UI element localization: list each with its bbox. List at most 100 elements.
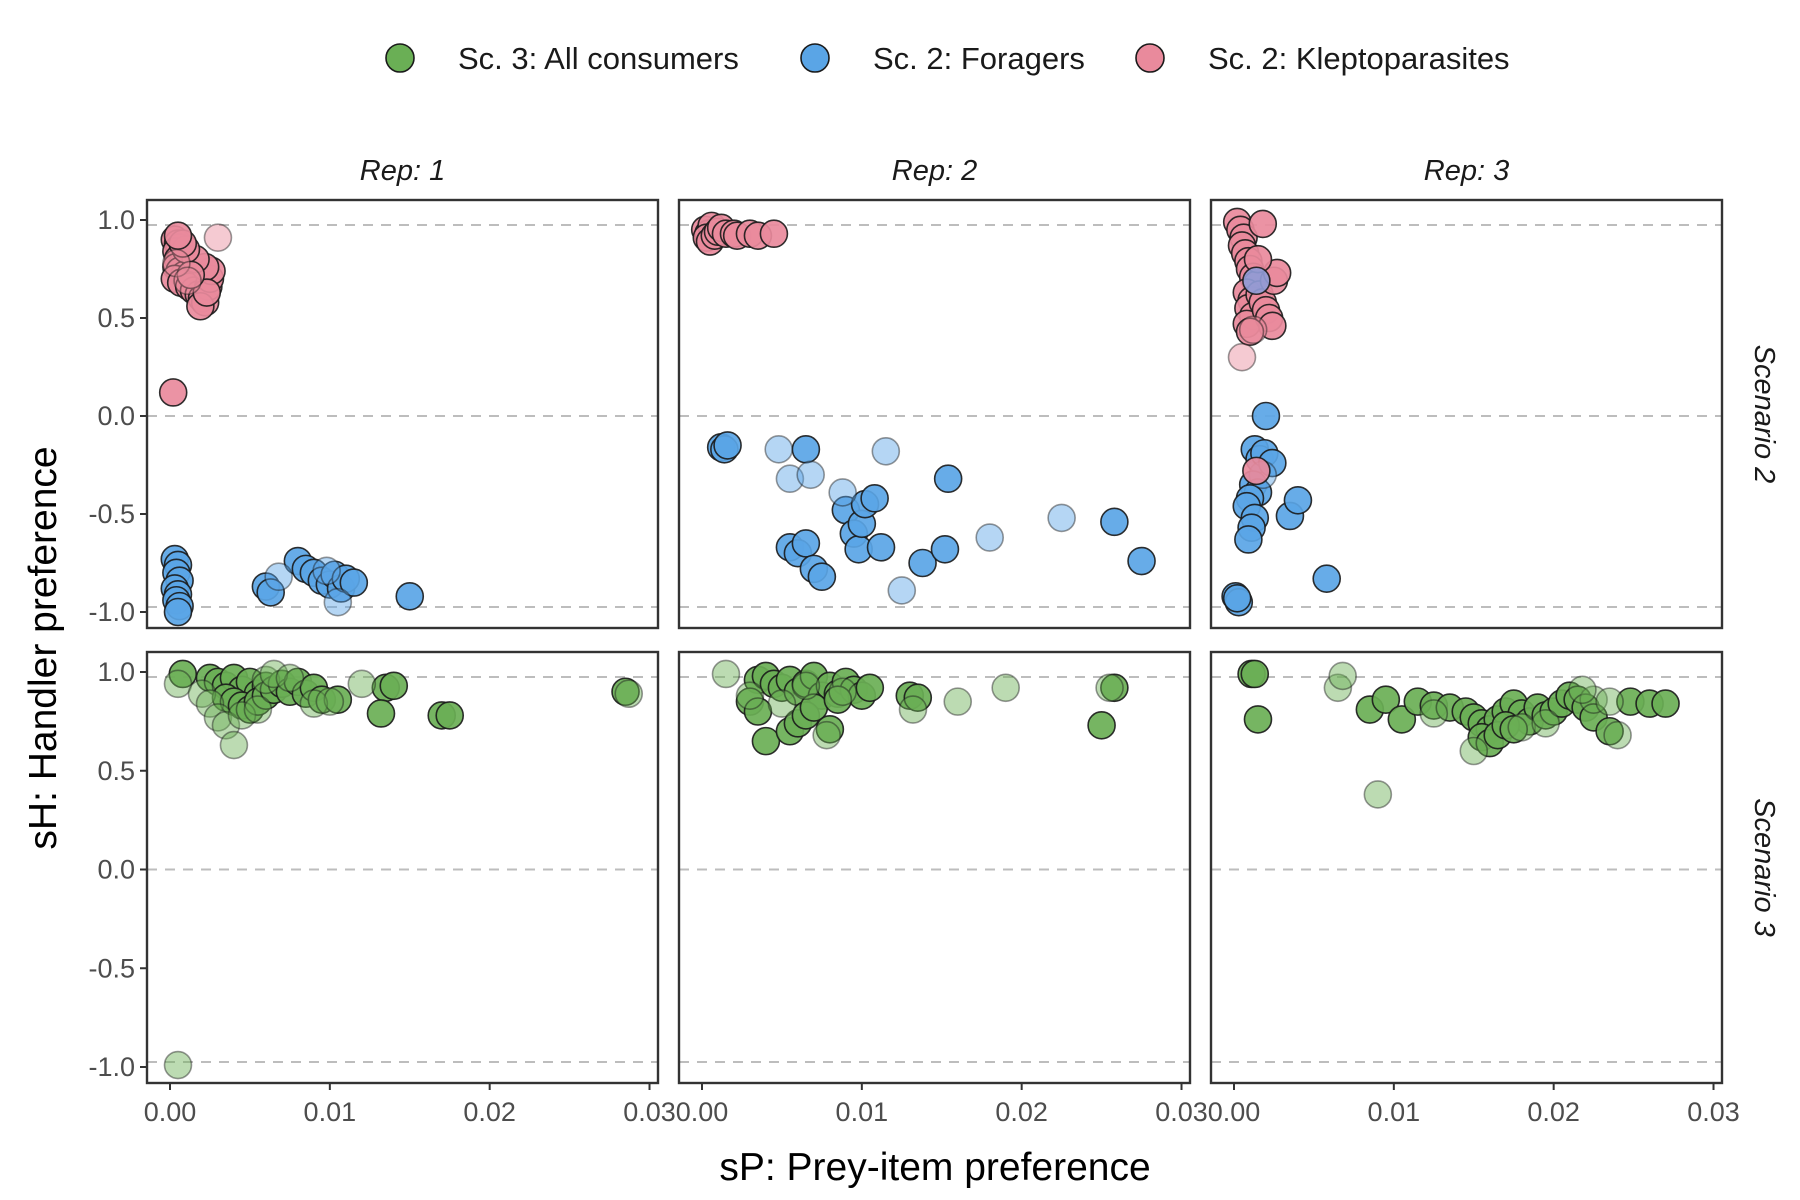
data-point-sc2_foragers xyxy=(339,568,369,597)
panel-plot-area xyxy=(679,211,1190,608)
data-point-sc3_all xyxy=(855,673,885,703)
panel-plot-area xyxy=(147,659,658,1080)
panel-border xyxy=(1209,198,1724,630)
data-point-sc2_foragers xyxy=(791,435,821,464)
data-point-sc3_all xyxy=(163,669,193,699)
x-tick-label: 0.00 xyxy=(1208,1097,1261,1127)
data-point-sc3_all xyxy=(299,689,329,718)
data-point-sc3_all xyxy=(187,679,217,709)
data-point-sc2_foragers xyxy=(933,464,963,494)
data-point-sc2_foragers xyxy=(807,562,837,592)
y-tick-label: 1.0 xyxy=(97,657,135,687)
data-point-sc3_all xyxy=(163,1050,193,1080)
data-point-sc3_all xyxy=(751,726,781,756)
data-point-sc3_all xyxy=(211,711,241,740)
data-point-sc2_foragers xyxy=(860,484,889,513)
panel-plot-area xyxy=(147,221,658,627)
x-tick-label: 0.02 xyxy=(995,1097,1048,1127)
data-point-sc3_all xyxy=(315,687,345,716)
data-point-sc3_all xyxy=(823,685,853,714)
data-point-sc3_all xyxy=(323,685,353,714)
data-point-sc2_foragers xyxy=(1127,546,1156,576)
data-point-sc3_all xyxy=(195,689,225,718)
x-tick-label: 0.03 xyxy=(1155,1097,1208,1127)
plot-panels xyxy=(145,198,1724,1085)
facet-row-label: Scenario 3 xyxy=(1748,798,1780,937)
data-point-sc2_klepto xyxy=(173,266,202,296)
x-tick-label: 0.00 xyxy=(676,1097,729,1127)
data-point-sc2_foragers xyxy=(1222,583,1252,613)
legend: Sc. 3: All consumers Sc. 2: Foragers Sc. 2… xyxy=(385,41,1510,76)
y-axis-title: sH: Handler preference xyxy=(22,446,65,849)
panel-plot-area xyxy=(679,659,1190,1063)
facet-col-label: Rep: 3 xyxy=(1424,155,1509,187)
data-point-sc3_all xyxy=(743,697,773,726)
data-point-sc3_all xyxy=(1568,675,1597,705)
data-point-sc3_all xyxy=(828,677,857,707)
data-point-sc3_all xyxy=(767,689,797,718)
data-point-sc2_foragers xyxy=(930,534,960,564)
panel-r1-c2 xyxy=(677,198,1192,630)
panel-plot-area xyxy=(1211,659,1722,1063)
data-point-sc3_all xyxy=(1603,720,1632,750)
y-tick-label: -0.5 xyxy=(88,953,135,983)
data-point-sc3_all xyxy=(1459,736,1489,766)
data-point-sc2_foragers xyxy=(791,529,821,558)
y-tick-label: 0.0 xyxy=(97,855,135,885)
panel-r2-c1 xyxy=(145,650,660,1085)
data-point-sc3_all xyxy=(435,701,465,730)
data-point-sc3_all xyxy=(1419,699,1449,728)
panel-border xyxy=(677,650,1192,1085)
data-point-sc3_all xyxy=(903,683,933,712)
data-point-sc2_foragers xyxy=(713,431,742,460)
data-point-sc3_all xyxy=(219,730,249,760)
y-tick-label: 0.5 xyxy=(97,756,135,786)
data-point-sc2_foragers xyxy=(866,533,896,562)
panel-r1-c3 xyxy=(1209,198,1724,630)
data-point-sc2_foragers xyxy=(1251,401,1281,431)
x-tick-label: 0.02 xyxy=(463,1097,516,1127)
panel-border xyxy=(145,650,660,1085)
data-point-sc2_foragers xyxy=(796,460,825,490)
panel-r2-c3 xyxy=(1209,650,1724,1085)
panel-border xyxy=(677,198,1192,630)
legend-marker-sc3_all xyxy=(385,43,415,73)
y-tick-label: -1.0 xyxy=(88,1052,135,1082)
data-point-sc3_all xyxy=(735,681,765,711)
data-point-sc2_foragers xyxy=(1312,564,1342,593)
data-point-sc2_foragers xyxy=(908,548,937,578)
data-point-sc2_foragers xyxy=(775,464,805,494)
data-point-sc2_foragers xyxy=(163,597,193,627)
data-point-sc2_klepto xyxy=(158,378,188,407)
data-point-sc3_all xyxy=(711,659,741,689)
panel-r1-c1 xyxy=(145,198,660,630)
data-point-sc3_all xyxy=(943,687,973,716)
data-point-sc3_all xyxy=(1595,687,1624,716)
legend-label-sc2_foragers: Sc. 2: Foragers xyxy=(873,41,1085,76)
data-point-sc3_all xyxy=(991,673,1020,703)
data-point-sc3_all xyxy=(259,659,289,689)
data-point-sc2_klepto xyxy=(759,219,789,249)
data-point-sc3_all xyxy=(898,695,928,724)
x-axis-title: sP: Prey-item preference xyxy=(719,1146,1150,1189)
data-point-sc2_foragers xyxy=(1047,503,1076,533)
facet-col-label: Rep: 2 xyxy=(892,155,977,187)
data-point-sc2_foragers xyxy=(256,578,285,607)
data-point-sc3_all xyxy=(366,699,396,728)
data-point-sc2_mixed xyxy=(1242,266,1271,296)
data-point-sc3_all xyxy=(611,677,640,707)
data-point-sc3_all xyxy=(243,695,273,724)
data-point-sc2_klepto xyxy=(1238,315,1268,345)
legend-label-sc2_klepto: Sc. 2: Kleptoparasites xyxy=(1208,41,1510,76)
data-point-sc2_klepto xyxy=(162,248,191,278)
x-tick-label: 0.02 xyxy=(1527,1097,1580,1127)
data-point-sc3_all xyxy=(1499,714,1529,744)
x-tick-label: 0.01 xyxy=(304,1097,357,1127)
data-point-sc2_klepto xyxy=(1227,342,1257,372)
data-point-sc3_all xyxy=(1243,705,1273,734)
y-axis-ticks: -1.0 -0.5 0.0 0.5 1.0 -1.0 -0.5 0.0 0.5 1.0 xyxy=(88,205,147,1082)
data-point-sc3_all xyxy=(1651,689,1680,718)
data-point-sc3_all xyxy=(815,714,845,744)
data-point-sc2_klepto xyxy=(176,260,206,290)
